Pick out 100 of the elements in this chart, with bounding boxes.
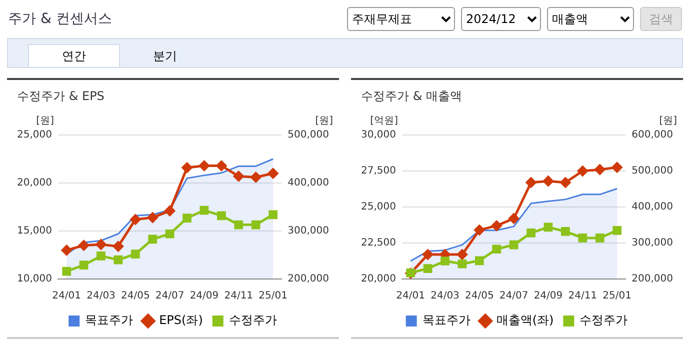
point [112, 241, 124, 252]
point [509, 240, 518, 250]
text: 주가 & 컨센서스 [8, 10, 113, 28]
point [422, 249, 434, 260]
y-tick-label: 25,000 [16, 130, 52, 141]
y-axis-title: [원] [36, 116, 54, 127]
point [612, 162, 622, 173]
point [526, 228, 536, 238]
legend-label: 목표주가 [422, 313, 470, 328]
x-tick-label: 24/07 [499, 290, 528, 302]
y-tick-label: 20,000 [16, 178, 52, 189]
y2-tick-label: 300,000 [288, 226, 330, 237]
point [234, 220, 244, 230]
point [165, 229, 174, 238]
legend-label: 수정주가 [228, 313, 277, 328]
x-tick-label: 24/05 [464, 290, 494, 302]
point [198, 160, 210, 171]
y2-tick-label: 200,000 [288, 274, 330, 285]
point [96, 252, 106, 260]
x-tick-label: 24/03 [86, 290, 116, 302]
y2-tick-label: 600,000 [632, 130, 674, 141]
y-tick-label: 27,500 [360, 166, 396, 177]
point [216, 160, 227, 171]
point [560, 177, 571, 188]
point [542, 176, 554, 186]
legend-label: EPS(좌) [159, 313, 203, 328]
x-tick-label: 25/01 [258, 290, 288, 302]
y-axis-title: [억원] [370, 116, 398, 127]
x-tick-label: 24/09 [190, 290, 219, 302]
point [577, 166, 588, 176]
point [130, 214, 141, 225]
point [148, 234, 158, 244]
y-tick-label: 30,000 [360, 130, 396, 141]
point [474, 256, 484, 266]
point [78, 240, 90, 251]
point [492, 244, 502, 254]
y2-tick-label: 300,000 [632, 238, 674, 249]
point [423, 264, 432, 273]
point [491, 220, 502, 231]
text: 검색 [640, 7, 682, 31]
point [456, 249, 468, 260]
point [62, 266, 72, 276]
x-tick-label: 24/09 [534, 290, 563, 302]
point [61, 244, 72, 256]
legend-label: 매출액(좌) [496, 313, 554, 328]
y2-tick-label: 400,000 [632, 202, 674, 213]
x-tick-label: 24/05 [120, 290, 150, 302]
y-tick-label: 20,000 [360, 274, 396, 285]
y2-axis-title: [원] [659, 116, 678, 127]
point [594, 164, 606, 175]
point [578, 234, 588, 242]
y2-tick-label: 500,000 [288, 130, 330, 141]
point [268, 168, 278, 179]
x-tick-label: 24/11 [568, 290, 598, 302]
point [544, 222, 553, 232]
text: 주재무제표 [347, 7, 455, 31]
point [508, 213, 520, 224]
x-tick-label: 24/01 [396, 290, 426, 302]
legend-label: 수정주가 [580, 313, 628, 328]
point [164, 206, 176, 216]
x-tick-label: 24/03 [430, 290, 460, 302]
point [130, 250, 140, 258]
y2-tick-label: 400,000 [288, 178, 330, 189]
y2-tick-label: 500,000 [632, 166, 674, 177]
point [114, 255, 123, 264]
point [182, 162, 192, 173]
point [268, 210, 278, 220]
point [182, 214, 192, 222]
x-tick-label: 24/01 [52, 290, 82, 302]
point [474, 224, 485, 236]
point [595, 234, 604, 242]
chart-title: 수정주가 & EPS [16, 88, 106, 105]
point [147, 212, 158, 223]
y-tick-label: 10,000 [16, 274, 52, 285]
chart-title: 수정주가 & 매출액 [360, 88, 463, 105]
x-tick-label: 24/07 [155, 290, 184, 302]
x-tick-label: 25/01 [602, 290, 632, 302]
text: 분기 [152, 48, 178, 65]
point [561, 227, 570, 236]
point [458, 259, 467, 268]
y-tick-label: 22,500 [360, 238, 396, 249]
text: 연간 [28, 44, 120, 67]
point [526, 177, 536, 188]
x-tick-label: 24/11 [224, 290, 254, 302]
point [79, 260, 88, 270]
point [96, 239, 106, 250]
text: 2024/12 [461, 7, 541, 31]
y2-tick-label: 200,000 [632, 274, 674, 285]
point [250, 172, 262, 182]
y-tick-label: 15,000 [16, 226, 52, 237]
y-tick-label: 25,000 [360, 202, 396, 213]
point [217, 211, 226, 220]
point [200, 206, 209, 215]
point [440, 256, 450, 266]
point [233, 171, 244, 182]
point [251, 220, 260, 230]
y2-axis-title: [원] [315, 116, 334, 127]
text: 매출액 [547, 7, 634, 31]
legend-label: 목표주가 [85, 313, 134, 328]
point [612, 226, 622, 235]
